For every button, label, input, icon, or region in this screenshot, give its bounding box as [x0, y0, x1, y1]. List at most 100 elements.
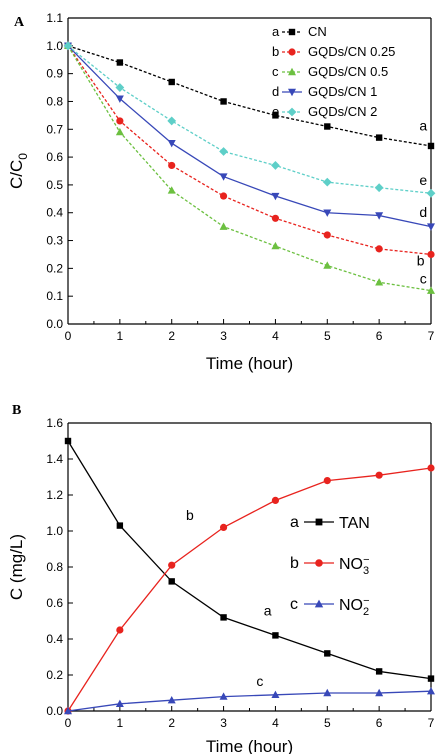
series-c-point — [375, 278, 384, 286]
series-a-point — [272, 632, 279, 639]
y-axis-title-main: C (mg/L) — [7, 534, 26, 600]
legend-label: GQDs/CN 0.25 — [308, 44, 395, 59]
series-c-point — [219, 222, 228, 230]
x-tick-label: 4 — [272, 329, 279, 343]
series-c-point — [64, 706, 72, 715]
legend-marker — [288, 28, 296, 36]
panel-a: A 0 1 2 3 4 5 6 7 0.0 0.1 0.2 0.3 0.4 0.5 0.6 0.7 0.8 0.9 1… — [7, 11, 436, 373]
series-b-point — [323, 477, 331, 485]
series-c-line — [67, 45, 432, 292]
series-b-point — [116, 626, 124, 634]
legend-label: NO3− — [339, 554, 370, 577]
y-tick-label: 0.6 — [46, 150, 63, 164]
legend-marker — [288, 67, 296, 76]
series-d-point — [271, 192, 280, 201]
series-d-end-label: d — [419, 204, 427, 220]
series-e-point — [271, 161, 280, 170]
series-c — [64, 687, 435, 715]
x-tick-label: 4 — [272, 716, 279, 730]
x-tick-label: 0 — [65, 329, 72, 343]
legend-label-sup: − — [363, 554, 369, 566]
series-a-point — [64, 437, 72, 445]
y-tick-label: 0.0 — [46, 317, 63, 331]
series-d-point — [427, 223, 435, 231]
series-c-point — [115, 127, 124, 136]
series-b — [64, 464, 435, 715]
series-c-point — [219, 692, 228, 700]
series-a-point — [168, 78, 175, 86]
series-e-point — [322, 177, 332, 187]
y-tick-label: 0.8 — [46, 560, 63, 574]
y-axis-title: C (mg/L) — [7, 534, 26, 600]
series-e-point — [219, 147, 228, 156]
legend: a CN b GQDs/CN 0.25 c GQDs/CN 0.5 d GQDs/CN 1 e G… — [272, 24, 395, 119]
series-c-point — [115, 699, 124, 707]
y-tick-label: 1.0 — [46, 524, 63, 538]
series-b-line — [67, 467, 432, 712]
series-b-point — [271, 496, 280, 504]
legend-label-sup: − — [363, 595, 369, 607]
series-c-line — [67, 690, 432, 712]
y-tick-label: 0.5 — [46, 178, 63, 192]
series-b-point — [168, 561, 176, 569]
x-axis-title: Time (hour) — [206, 737, 293, 754]
legend-letter: a — [290, 514, 299, 531]
legend-label-sub: 3 — [363, 565, 369, 577]
legend-label: CN — [308, 24, 327, 39]
series-e-point — [167, 116, 177, 126]
series-b-point — [219, 192, 228, 200]
legend-letter: a — [272, 24, 280, 39]
series-e — [63, 41, 436, 198]
series-b-point — [427, 464, 435, 472]
series-c-label: c — [256, 673, 263, 689]
series-a-end-label: a — [419, 118, 427, 134]
series-d-point — [167, 139, 176, 148]
series-b-point — [271, 214, 280, 222]
x-tick-label: 0 — [65, 716, 72, 730]
legend-label-sub: 2 — [363, 606, 369, 618]
x-tick-label: 3 — [220, 329, 227, 343]
x-tick-label: 6 — [376, 716, 383, 730]
y-axis-title-main: C/C — [7, 160, 26, 189]
series-c-point — [271, 241, 280, 250]
y-axis-title-sub: 0 — [16, 153, 30, 160]
legend-marker — [315, 518, 323, 526]
y-tick-label: 1.0 — [46, 39, 63, 53]
y-tick-label: 1.1 — [46, 11, 63, 25]
x-tick-label: 1 — [117, 329, 124, 343]
series-b — [64, 42, 435, 259]
series-e-point — [115, 83, 125, 92]
series-e-point — [374, 183, 384, 193]
legend-label-main: NO — [339, 597, 363, 614]
series-b-point — [375, 245, 383, 253]
series-c-point — [323, 688, 332, 697]
series-c-point — [167, 186, 176, 194]
legend-letter: d — [272, 84, 279, 99]
series-a-point — [324, 123, 331, 130]
x-tick-label: 2 — [168, 329, 175, 343]
y-tick-label: 0.2 — [46, 668, 63, 682]
legend-label-main: NO — [339, 556, 363, 573]
series-a-label: a — [264, 603, 272, 619]
panel-letter-a: A — [14, 15, 25, 30]
series-a-point — [272, 112, 279, 119]
series-a-point — [116, 59, 124, 66]
x-tick-label: 2 — [168, 716, 175, 730]
legend-label: GQDs/CN 0.5 — [308, 64, 388, 79]
y-tick-label: 1.2 — [46, 488, 63, 502]
y-tick-label: 0.3 — [46, 234, 63, 248]
series-d-point — [219, 173, 228, 181]
series-b-point — [168, 161, 176, 170]
y-tick-label: 0.0 — [46, 704, 63, 718]
x-tick-label: 7 — [428, 716, 435, 730]
series-c-point — [427, 286, 435, 294]
series-a-point — [220, 98, 227, 105]
series-b-label: b — [186, 507, 194, 523]
y-tick-label: 0.6 — [46, 596, 63, 610]
legend-label: NO2− — [339, 595, 370, 618]
series-a-point — [116, 522, 124, 529]
x-tick-label: 3 — [220, 716, 227, 730]
series-c-point — [375, 688, 384, 697]
